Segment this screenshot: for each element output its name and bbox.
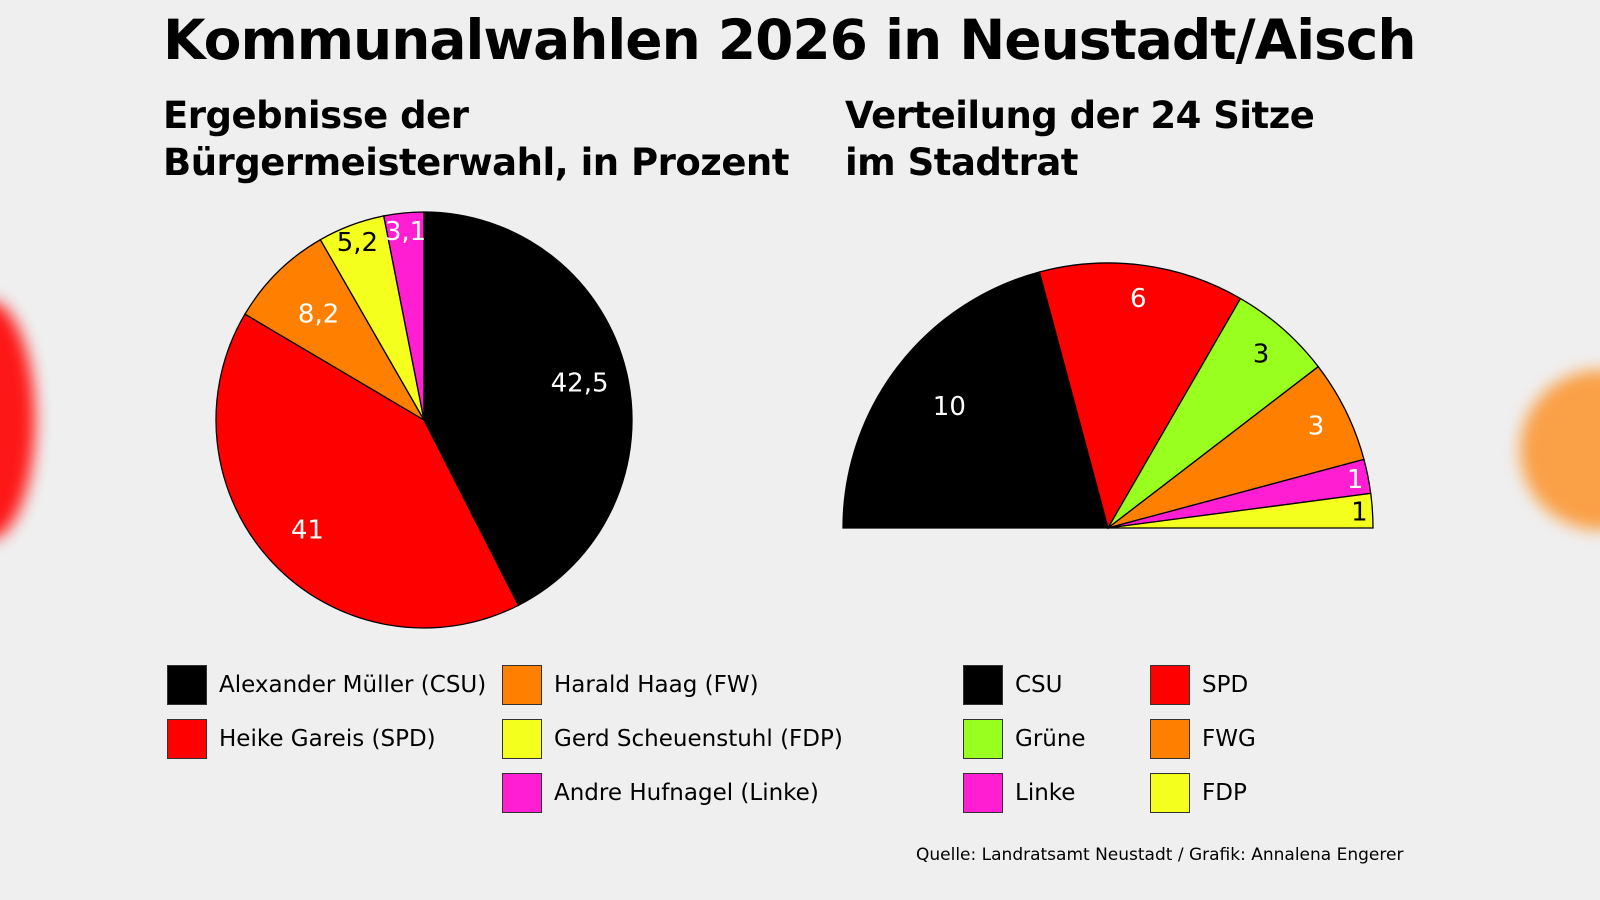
mayor-pie-data-label: 3,1 [385, 217, 426, 247]
seats-legend-item: CSU [963, 665, 1063, 705]
seats-semicircle-data-label: 10 [933, 392, 966, 422]
legend-swatch [167, 665, 207, 705]
seats-semicircle-data-label: 3 [1308, 411, 1325, 441]
legend-swatch [1150, 719, 1190, 759]
mayor-pie-slice [423, 211, 633, 607]
page-title: Kommunalwahlen 2026 in Neustadt/Aisch [163, 8, 1417, 72]
legend-swatch [1150, 773, 1190, 813]
mayor-legend-item: Alexander Müller (CSU) [167, 665, 486, 705]
legend-swatch [502, 665, 542, 705]
mayor-pie-data-label: 42,5 [551, 369, 609, 399]
source-note: Quelle: Landratsamt Neustadt / Grafik: A… [916, 845, 1404, 865]
seats-semicircle-slice [1107, 492, 1374, 529]
seats-semicircle-data-label: 3 [1253, 340, 1270, 370]
seats-legend-item: Grüne [963, 719, 1086, 759]
seats-semicircle-data-label: 1 [1351, 498, 1368, 528]
legend-label: FDP [1202, 780, 1247, 806]
legend-label: FWG [1202, 726, 1256, 752]
mayor-legend-item: Heike Gareis (SPD) [167, 719, 436, 759]
seats-semicircle-slice [842, 271, 1109, 529]
mayor-pie-data-label: 5,2 [337, 228, 378, 258]
mayor-pie-data-label: 8,2 [298, 299, 339, 329]
seats-semicircle-data-label: 6 [1130, 284, 1147, 314]
legend-swatch [963, 719, 1003, 759]
seats-legend-item: Linke [963, 773, 1075, 813]
legend-swatch [167, 719, 207, 759]
legend-label: Heike Gareis (SPD) [219, 726, 436, 752]
mayor-pie-slice [244, 238, 426, 422]
legend-label: Alexander Müller (CSU) [219, 672, 487, 698]
mayor-legend-item: Gerd Scheuenstuhl (FDP) [502, 719, 843, 759]
legend-swatch [502, 773, 542, 813]
seats-legend-item: FDP [1150, 773, 1247, 813]
mayor-pie-data-label: 41 [291, 516, 324, 546]
pie-title-line: Bürgermeisterwahl, in Prozent [163, 141, 789, 184]
pie-title-line: Ergebnisse der [163, 94, 469, 137]
legend-swatch [963, 665, 1003, 705]
pie-chart-title: Ergebnisse der Bürgermeisterwahl, in Pro… [163, 92, 789, 186]
mayor-pie-slice [382, 211, 425, 421]
seats-semicircle-slice [1038, 262, 1242, 530]
seats-legend-item: FWG [1150, 719, 1256, 759]
legend-swatch [1150, 665, 1190, 705]
seats-title-line: Verteilung der 24 Sitze [845, 94, 1315, 137]
seats-chart-title: Verteilung der 24 Sitze im Stadtrat [845, 92, 1315, 186]
mayor-pie-slice [215, 313, 520, 629]
legend-label: Gerd Scheuenstuhl (FDP) [554, 726, 843, 752]
legend-label: Linke [1015, 780, 1076, 806]
legend-swatch [963, 773, 1003, 813]
legend-label: Andre Hufnagel (Linke) [554, 780, 819, 806]
legend-label: Grüne [1015, 726, 1086, 752]
legend-swatch [502, 719, 542, 759]
legend-label: SPD [1202, 672, 1249, 698]
seats-title-line: im Stadtrat [845, 141, 1079, 184]
legend-label: Harald Haag (FW) [554, 672, 759, 698]
legend-label: CSU [1015, 672, 1063, 698]
seats-legend-item: SPD [1150, 665, 1248, 705]
mayor-legend-item: Harald Haag (FW) [502, 665, 759, 705]
mayor-legend-item: Andre Hufnagel (Linke) [502, 773, 819, 813]
seats-semicircle-data-label: 1 [1347, 465, 1364, 495]
